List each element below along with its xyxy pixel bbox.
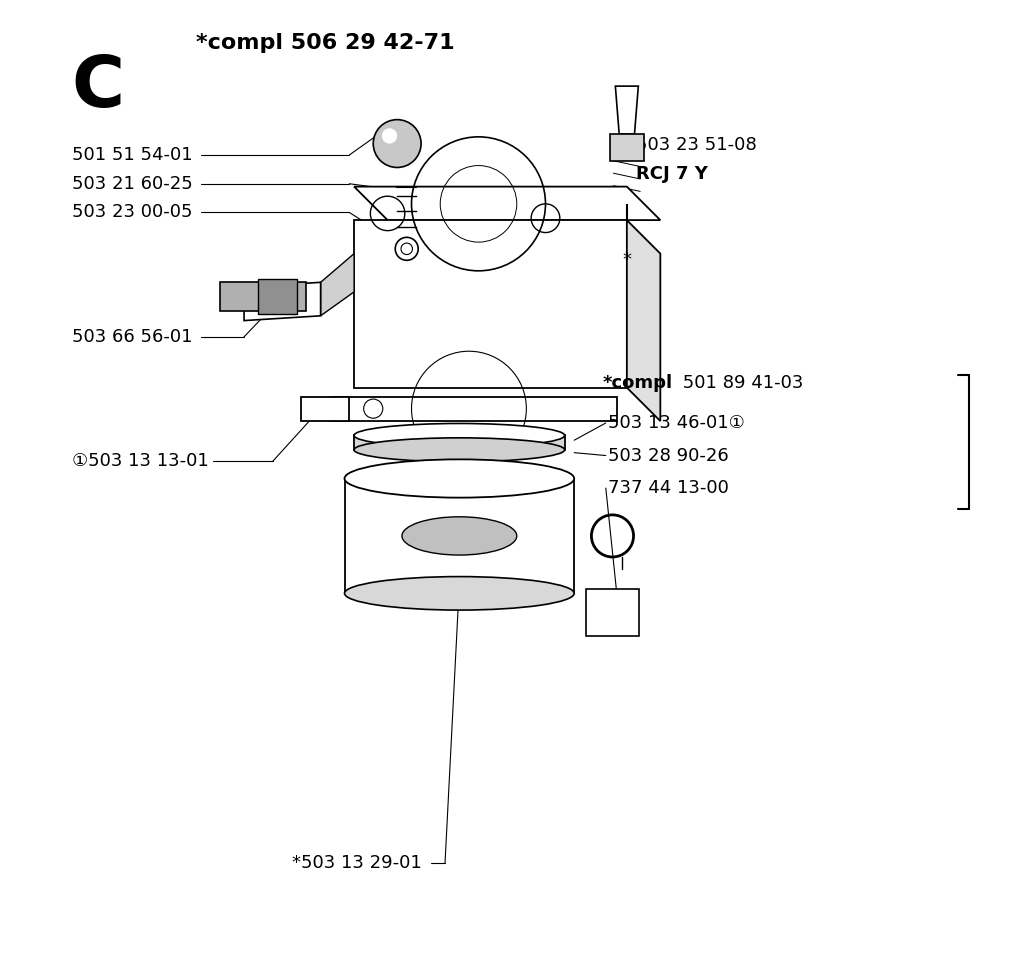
Text: *: *	[622, 252, 631, 269]
Ellipse shape	[402, 517, 517, 555]
Polygon shape	[344, 478, 574, 593]
Text: 503 23 51-08: 503 23 51-08	[636, 137, 757, 154]
Circle shape	[382, 128, 397, 144]
Polygon shape	[301, 397, 349, 421]
Polygon shape	[330, 397, 617, 421]
Polygon shape	[615, 86, 638, 134]
Text: 503 21 60-25: 503 21 60-25	[72, 175, 193, 192]
Text: *compl: *compl	[603, 374, 673, 391]
Ellipse shape	[354, 423, 564, 448]
Text: *compl 506 29 42-71: *compl 506 29 42-71	[197, 33, 455, 54]
Text: 503 28 90-26: 503 28 90-26	[607, 447, 728, 464]
Polygon shape	[354, 220, 627, 388]
Ellipse shape	[344, 576, 574, 611]
Text: C: C	[72, 53, 125, 122]
Text: 503 13 46-01①: 503 13 46-01①	[607, 414, 744, 432]
Polygon shape	[627, 220, 660, 421]
Text: 503 23 00-05: 503 23 00-05	[72, 204, 193, 221]
Text: ①503 13 13-01: ①503 13 13-01	[72, 453, 209, 470]
Polygon shape	[354, 187, 660, 220]
Polygon shape	[354, 435, 564, 450]
Bar	[258, 279, 297, 314]
Text: RCJ 7 Y: RCJ 7 Y	[636, 166, 709, 183]
Text: 737 44 13-00: 737 44 13-00	[607, 479, 728, 497]
Polygon shape	[244, 282, 321, 321]
Ellipse shape	[344, 459, 574, 498]
Bar	[220, 282, 306, 311]
Circle shape	[373, 120, 421, 167]
Text: 501 89 41-03: 501 89 41-03	[677, 374, 803, 391]
Text: 503 66 56-01: 503 66 56-01	[72, 328, 193, 345]
Text: *503 13 29-01: *503 13 29-01	[292, 855, 422, 872]
Ellipse shape	[354, 438, 564, 462]
Bar	[586, 589, 639, 636]
Text: 501 51 54-01: 501 51 54-01	[72, 146, 193, 164]
Polygon shape	[321, 254, 354, 316]
Polygon shape	[609, 134, 644, 161]
